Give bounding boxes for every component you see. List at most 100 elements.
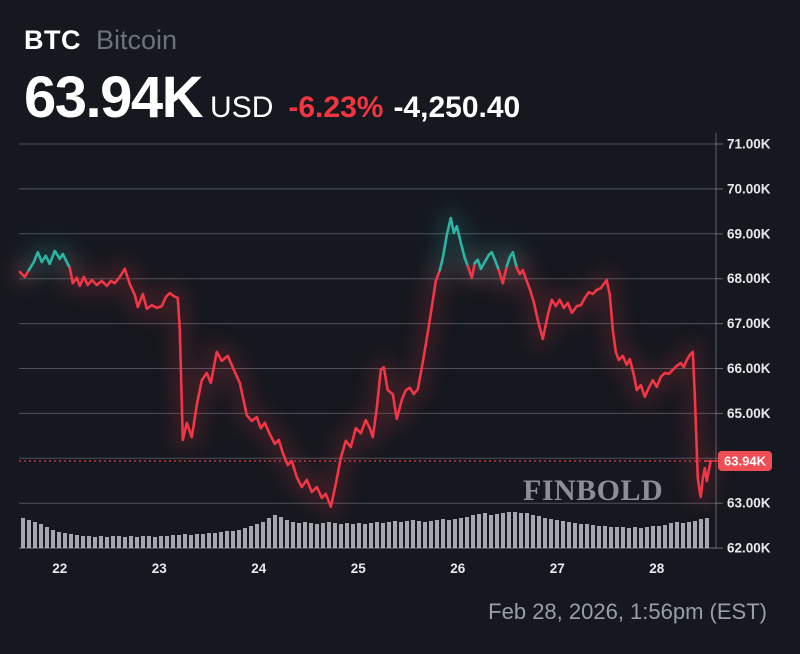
volume-bar <box>219 532 223 548</box>
ticker-symbol: BTC <box>24 25 81 55</box>
volume-bar <box>429 521 433 548</box>
volume-bar <box>33 522 37 548</box>
coin-name: Bitcoin <box>96 25 178 55</box>
x-tick-label: 27 <box>550 561 565 576</box>
volume-bar <box>201 534 205 548</box>
x-tick-label: 24 <box>251 561 267 576</box>
volume-bar <box>303 522 307 548</box>
current-price-marker: 63.94K <box>19 450 772 471</box>
y-tick-label: 69.00K <box>727 226 771 241</box>
volume-bar <box>309 523 313 548</box>
volume-bar <box>387 522 391 548</box>
volume-bar <box>477 514 481 548</box>
volume-bar <box>483 513 487 548</box>
line-glow-segment <box>505 256 722 508</box>
volume-bar <box>105 537 109 548</box>
volume-bar <box>279 517 283 548</box>
volume-bar <box>297 523 301 548</box>
price-currency: USD <box>210 91 274 124</box>
volume-bar <box>495 514 499 548</box>
volume-bar <box>81 536 85 548</box>
volume-bar <box>435 520 439 548</box>
volume-bar <box>267 518 271 548</box>
price-line-up-segment <box>27 249 72 272</box>
volume-bar <box>537 516 541 548</box>
volume-bar <box>285 520 289 548</box>
price-row: 63.94K USD -6.23% -4,250.40 <box>24 69 520 127</box>
volume-bar <box>519 513 523 548</box>
volume-bar <box>681 523 685 548</box>
y-tick-label: 62.00K <box>727 541 771 556</box>
volume-bar <box>669 523 673 548</box>
volume-bar <box>315 524 319 548</box>
volume-bar <box>213 533 217 548</box>
volume-bar <box>129 536 133 548</box>
x-tick-label: 28 <box>649 561 665 576</box>
volume-bar <box>531 515 535 548</box>
volume-bar <box>417 521 421 548</box>
volume-bar <box>75 535 79 548</box>
volume-bar <box>657 526 661 548</box>
price-line-down-segment <box>18 268 31 279</box>
price-line-up-segment <box>505 250 519 270</box>
finbold-watermark-logo: FINBOLD <box>523 474 664 507</box>
volume-bar <box>357 523 361 548</box>
current-price-badge <box>718 450 772 471</box>
volume-bar <box>207 533 211 548</box>
line-glow-segment <box>58 256 451 518</box>
x-tick-label: 26 <box>450 561 466 576</box>
change-percent: -6.23% <box>288 91 384 124</box>
volume-bar <box>45 527 49 548</box>
current-price-badge-label: 63.94K <box>724 453 767 468</box>
volume-bar <box>225 531 229 548</box>
volume-bar <box>465 517 469 548</box>
volume-bar <box>549 519 553 548</box>
volume-bar <box>663 525 667 548</box>
volume-bar <box>471 515 475 548</box>
volume-bar <box>177 535 181 548</box>
volume-bar <box>447 520 451 548</box>
x-axis-labels: 22 23 24 25 26 27 28 <box>52 561 665 576</box>
y-tick-label: 63.00K <box>727 496 771 511</box>
volume-bar <box>645 527 649 548</box>
volume-bar <box>333 523 337 548</box>
volume-bar <box>459 518 463 548</box>
volume-bar <box>693 521 697 548</box>
volume-bar <box>621 527 625 548</box>
volume-bars <box>21 512 709 548</box>
volume-bar <box>489 515 493 548</box>
volume-bar <box>261 522 265 548</box>
volume-bar <box>87 536 91 548</box>
volume-bar <box>573 523 577 548</box>
volume-bar <box>615 527 619 548</box>
volume-bar <box>579 524 583 548</box>
volume-bar <box>585 524 589 548</box>
volume-bar <box>159 536 163 548</box>
y-gridlines <box>19 143 723 549</box>
volume-bar <box>255 524 259 548</box>
volume-bar <box>99 536 103 548</box>
header: BTC Bitcoin 63.94K USD -6.23% -4,250.40 <box>24 27 520 127</box>
price-line-down-segment <box>497 264 509 285</box>
volume-bar <box>195 534 199 548</box>
volume-bar <box>321 523 325 548</box>
volume-bar <box>249 526 253 548</box>
ticker-row: BTC Bitcoin <box>24 27 520 54</box>
volume-bar <box>93 537 97 548</box>
volume-bar <box>231 531 235 548</box>
y-tick-label: 68.00K <box>727 271 771 286</box>
volume-bar <box>237 530 241 548</box>
volume-bar <box>453 519 457 548</box>
x-tick-label: 25 <box>351 561 367 576</box>
volume-bar <box>369 523 373 548</box>
volume-bar <box>525 513 529 548</box>
volume-bar <box>327 522 331 548</box>
volume-bar <box>51 530 55 548</box>
volume-bar <box>117 536 121 548</box>
volume-bar <box>687 522 691 548</box>
volume-bar <box>135 537 139 548</box>
y-axis-labels: 71.00K 70.00K 69.00K 68.00K 67.00K 66.00K 65.0… <box>727 137 771 556</box>
volume-bar <box>513 512 517 548</box>
volume-bar <box>189 535 193 548</box>
